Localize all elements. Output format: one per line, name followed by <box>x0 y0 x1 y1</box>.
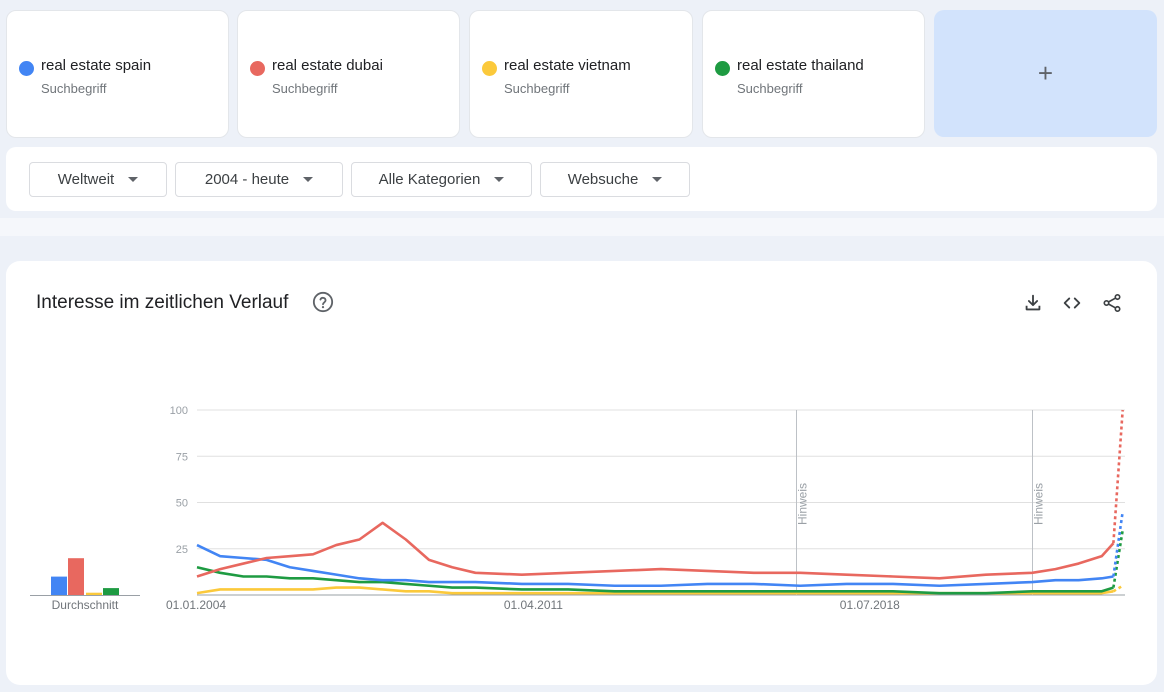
x-tick-label: 01.04.2011 <box>504 598 563 612</box>
help-icon[interactable] <box>312 291 334 313</box>
term-card-thailand[interactable]: real estate thailand Suchbegriff <box>702 10 925 138</box>
embed-icon[interactable] <box>1061 292 1083 314</box>
series-partial-segment <box>1112 584 1124 593</box>
y-tick-label: 75 <box>176 451 188 463</box>
series-partial-segment <box>1112 511 1124 577</box>
term-type: Suchbegriff <box>737 81 803 96</box>
series-line[interactable] <box>196 565 1114 595</box>
card-title: Interesse im zeitlichen Verlauf <box>36 292 289 313</box>
search-type-filter[interactable]: Websuche <box>540 162 690 197</box>
series-line[interactable] <box>196 521 1115 580</box>
y-tick-label: 25 <box>176 544 188 556</box>
y-tick-label: 50 <box>176 498 188 510</box>
series-line[interactable] <box>196 543 1114 588</box>
term-card-dubai[interactable]: real estate dubai Suchbegriff <box>237 10 460 138</box>
caret-down-icon <box>494 177 505 182</box>
y-tick-label: 100 <box>170 405 188 417</box>
download-icon[interactable] <box>1022 292 1044 314</box>
series-color-dot <box>19 61 34 76</box>
term-name: real estate thailand <box>737 57 864 74</box>
section-divider <box>0 218 1164 236</box>
region-filter-label: Weltweit <box>57 171 115 188</box>
plus-icon: + <box>1037 58 1054 88</box>
term-card-vietnam[interactable]: real estate vietnam Suchbegriff <box>469 10 693 138</box>
add-comparison-button[interactable]: + <box>934 10 1157 137</box>
x-tick-label: 01.01.2004 <box>166 598 226 612</box>
interest-over-time-card: Interesse im zeitlichen Verlauf <box>6 261 1157 685</box>
term-type: Suchbegriff <box>41 81 107 96</box>
category-filter-label: Alle Kategorien <box>378 171 481 188</box>
term-name: real estate spain <box>41 57 152 74</box>
average-bar <box>103 588 119 595</box>
average-bar <box>86 592 102 595</box>
period-filter[interactable]: 2004 - heute <box>175 162 343 197</box>
filter-bar: Weltweit 2004 - heute Alle Kategorien We… <box>6 147 1157 211</box>
series-color-dot <box>715 61 730 76</box>
period-filter-label: 2004 - heute <box>204 171 290 188</box>
note-label: Hinweis <box>1032 483 1046 525</box>
region-filter[interactable]: Weltweit <box>29 162 167 197</box>
share-icon[interactable] <box>1101 292 1123 314</box>
category-filter[interactable]: Alle Kategorien <box>351 162 532 197</box>
series-partial-segment <box>1112 530 1124 588</box>
series-color-dot <box>482 61 497 76</box>
average-bar <box>68 558 84 595</box>
series-partial-segment <box>1112 409 1124 544</box>
note-label: Hinweis <box>796 483 810 525</box>
average-bar <box>51 576 67 595</box>
term-card-spain[interactable]: real estate spain Suchbegriff <box>6 10 229 138</box>
term-type: Suchbegriff <box>504 81 570 96</box>
average-label: Durchschnitt <box>52 598 119 612</box>
term-name: real estate dubai <box>272 57 383 74</box>
term-type: Suchbegriff <box>272 81 338 96</box>
caret-down-icon <box>303 177 314 182</box>
series-color-dot <box>250 61 265 76</box>
search-type-filter-label: Websuche <box>567 171 639 188</box>
x-tick-label: 01.07.2018 <box>840 598 900 612</box>
caret-down-icon <box>652 177 663 182</box>
term-name: real estate vietnam <box>504 57 631 74</box>
caret-down-icon <box>128 177 139 182</box>
